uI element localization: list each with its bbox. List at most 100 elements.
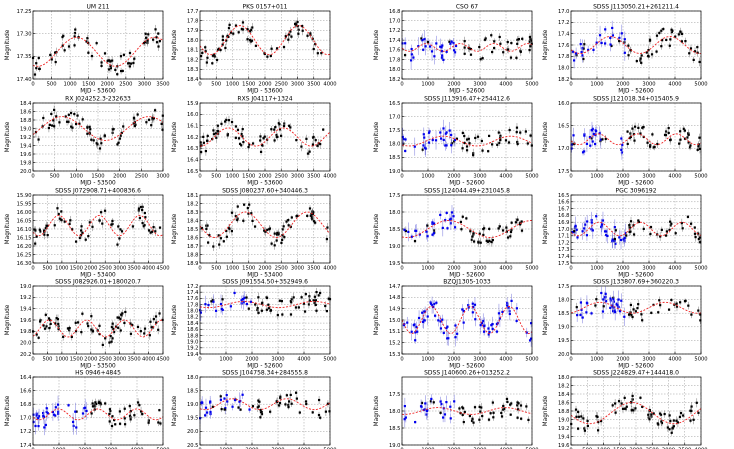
x-tick-label: 0 bbox=[569, 357, 572, 363]
data-point bbox=[199, 311, 202, 314]
data-point bbox=[124, 310, 127, 314]
x-tick-label: 500 bbox=[582, 448, 592, 449]
data-point bbox=[624, 407, 627, 410]
data-point bbox=[639, 132, 642, 135]
data-point bbox=[224, 407, 227, 410]
data-point bbox=[528, 48, 531, 52]
y-tick-label: 18.5 bbox=[389, 227, 401, 233]
data-points bbox=[401, 119, 533, 158]
data-point bbox=[328, 410, 331, 413]
data-point bbox=[60, 210, 63, 213]
data-point bbox=[240, 144, 243, 147]
data-point bbox=[99, 401, 102, 404]
data-point bbox=[409, 59, 413, 62]
data-point bbox=[37, 417, 40, 420]
data-point bbox=[45, 224, 48, 227]
data-point bbox=[439, 213, 442, 217]
data-point bbox=[632, 133, 635, 136]
data-point bbox=[42, 116, 45, 120]
data-point bbox=[465, 149, 469, 152]
x-tick-label: 3500 bbox=[128, 266, 141, 272]
data-point bbox=[519, 50, 522, 53]
light-curve-panel: 0 1000 2000 3000 4000 500016.016.517.017.5SDS… bbox=[543, 96, 708, 187]
y-tick-label: 17.5 bbox=[558, 284, 570, 290]
data-point bbox=[581, 151, 585, 154]
data-point bbox=[699, 319, 702, 322]
y-tick-label: 17.35 bbox=[17, 54, 32, 60]
data-point bbox=[297, 306, 300, 309]
data-point bbox=[594, 142, 597, 146]
data-point bbox=[674, 35, 677, 38]
data-point bbox=[431, 233, 434, 236]
data-point bbox=[232, 32, 235, 35]
data-point bbox=[650, 413, 653, 416]
x-tick-label: 4000 bbox=[668, 266, 681, 272]
x-tick-label: 0 bbox=[198, 448, 201, 449]
data-point bbox=[81, 412, 85, 415]
data-point bbox=[595, 41, 598, 44]
data-point bbox=[658, 299, 661, 302]
y-tick-label: 17.0 bbox=[20, 416, 32, 422]
data-point bbox=[659, 413, 663, 416]
data-point bbox=[570, 143, 573, 146]
data-point bbox=[219, 237, 222, 240]
data-point bbox=[582, 47, 585, 50]
light-curve-panel: 0 500 1000 1500 2000 2500 3000 3500 400017.717.8… bbox=[172, 4, 337, 95]
data-point bbox=[514, 221, 518, 224]
data-point bbox=[580, 415, 583, 418]
data-point bbox=[442, 127, 445, 130]
model-curve bbox=[199, 211, 331, 238]
data-point bbox=[303, 310, 307, 313]
data-point bbox=[452, 49, 456, 52]
y-tick-label: 17.4 bbox=[558, 31, 570, 37]
model-curve bbox=[199, 300, 331, 309]
y-tick-label: 16.0 bbox=[558, 101, 570, 107]
data-point bbox=[287, 403, 290, 407]
data-point bbox=[679, 138, 682, 141]
data-point bbox=[133, 124, 137, 128]
data-point bbox=[281, 238, 284, 241]
data-point bbox=[505, 397, 509, 401]
data-point bbox=[689, 222, 693, 225]
data-point bbox=[529, 45, 532, 48]
y-tick-label: 18.0 bbox=[389, 210, 401, 216]
axes-frame bbox=[570, 102, 702, 172]
data-point bbox=[153, 109, 157, 112]
data-point bbox=[71, 126, 74, 129]
data-point bbox=[631, 315, 634, 319]
data-point bbox=[304, 400, 308, 403]
x-tick-label: 3000 bbox=[473, 448, 486, 449]
data-point bbox=[631, 394, 634, 398]
data-point bbox=[236, 217, 239, 220]
data-point bbox=[73, 35, 76, 38]
data-point bbox=[483, 227, 486, 230]
data-point bbox=[410, 235, 413, 238]
data-point bbox=[493, 40, 496, 43]
data-point bbox=[202, 135, 205, 138]
data-point bbox=[679, 30, 682, 33]
data-point bbox=[322, 128, 325, 131]
data-point bbox=[34, 424, 37, 428]
data-point bbox=[490, 34, 493, 37]
data-point bbox=[54, 51, 57, 54]
y-axis-label: Magnitude bbox=[172, 29, 178, 60]
x-tick-label: 2500 bbox=[99, 266, 112, 272]
y-tick-label: 18.2 bbox=[558, 383, 570, 389]
data-point bbox=[277, 404, 281, 407]
y-tick-label: 17.4 bbox=[187, 290, 199, 296]
data-point bbox=[249, 28, 253, 32]
data-point bbox=[687, 141, 690, 144]
data-point bbox=[35, 235, 38, 238]
data-point bbox=[501, 310, 504, 314]
data-point bbox=[598, 34, 602, 37]
data-point bbox=[585, 142, 589, 145]
data-point bbox=[120, 313, 123, 316]
data-point bbox=[525, 331, 528, 334]
data-point bbox=[502, 51, 505, 54]
y-tick-label: 19.0 bbox=[558, 325, 570, 331]
data-point bbox=[648, 418, 651, 421]
data-point bbox=[454, 336, 457, 339]
data-point bbox=[214, 309, 218, 312]
data-point bbox=[632, 224, 635, 227]
data-point bbox=[307, 303, 311, 306]
